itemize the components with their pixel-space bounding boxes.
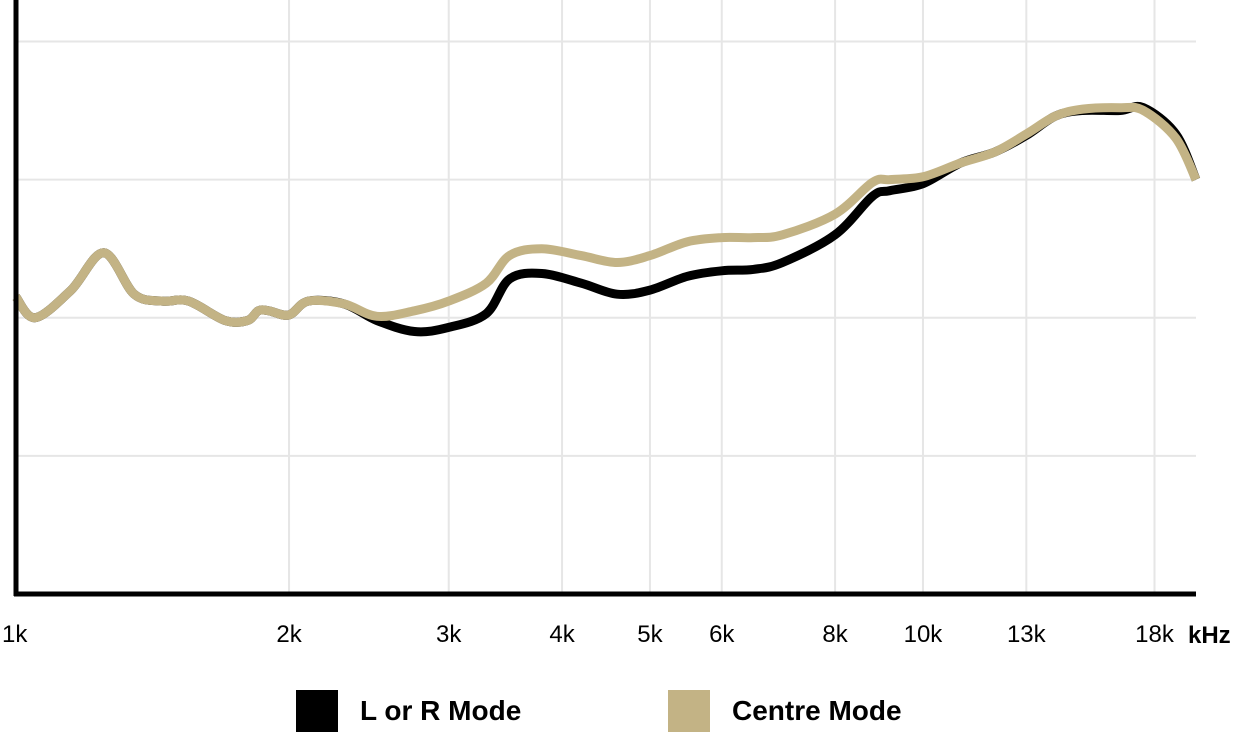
legend-swatch-centre-mode [668,690,710,732]
x-tick-label-18k: 18k [1135,621,1175,648]
legend: L or R Mode Centre Mode [0,688,1240,734]
legend-swatch-l-or-r-mode [296,690,338,732]
series-lines [12,101,1201,337]
horizontal-gridlines [16,40,1196,457]
x-tick-labels: 1k 2k 3k 4k 5k 6k 8k 10k 13k 18k [2,621,1175,648]
x-tick-label-1k: 1k [2,621,28,648]
x-tick-label-3k: 3k [436,621,462,648]
legend-label-centre-mode: Centre Mode [732,695,902,726]
x-tick-label-10k: 10k [904,621,944,648]
series-line-centre-mode [12,102,1201,327]
x-tick-label-4k: 4k [549,621,575,648]
legend-item-l-or-r-mode: L or R Mode [296,690,521,732]
x-axis-unit-label: kHz [1188,622,1231,649]
x-tick-label-6k: 6k [709,621,735,648]
x-tick-label-5k: 5k [637,621,663,648]
x-tick-label-13k: 13k [1007,621,1047,648]
x-tick-label-2k: 2k [276,621,302,648]
x-tick-label-8k: 8k [822,621,848,648]
vertical-gridlines [288,0,1156,594]
legend-label-l-or-r-mode: L or R Mode [360,695,522,726]
axes [13,0,1196,597]
legend-item-centre-mode: Centre Mode [668,690,902,732]
